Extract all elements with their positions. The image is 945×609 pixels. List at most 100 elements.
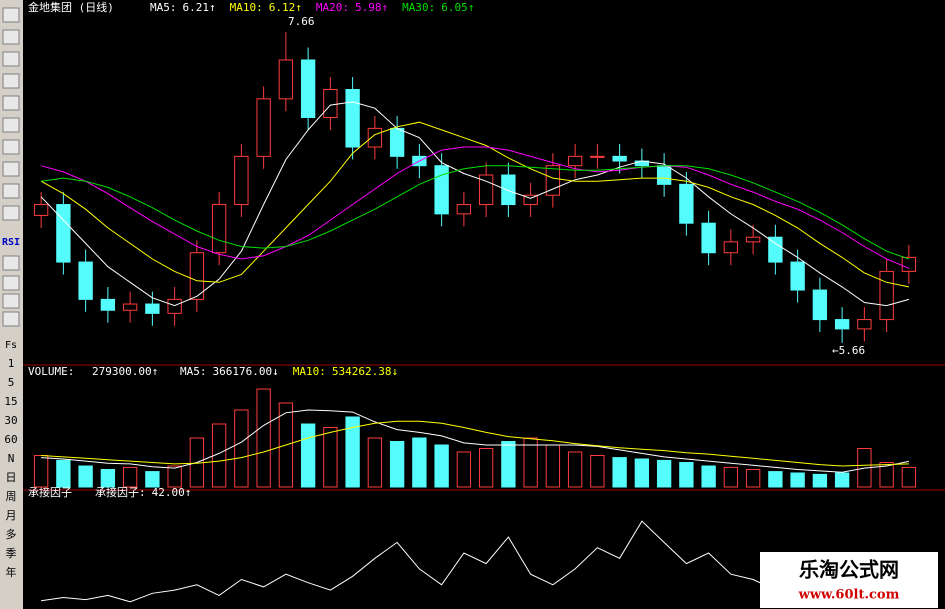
high-annotation: 7.66 [288,15,315,28]
volume-bar [478,448,494,488]
period-button[interactable]: N [8,452,15,465]
watermark: 乐淘公式网 www.60lt.com [760,552,938,608]
candle-body [456,204,472,215]
candle-body [278,59,294,100]
period-button[interactable]: 日 [6,471,17,484]
period-button[interactable]: 60 [4,433,17,446]
toolbar-icons [2,7,20,327]
volume-bar [612,457,627,488]
tool-icon[interactable] [2,311,20,327]
tool-icon[interactable] [2,161,20,177]
indicator-line [41,409,910,473]
candle-body [723,241,739,254]
volume-bar [790,472,805,488]
period-button[interactable]: 5 [8,376,15,389]
candle-body [612,155,627,162]
tool-icon[interactable] [2,255,20,271]
legend-value: 5.98↑ [355,1,388,14]
legend-value: 534262.38↓ [332,365,398,378]
tool-icon[interactable] [2,205,20,221]
candle-body [879,270,894,321]
tool-icon[interactable] [2,73,20,89]
period-button[interactable]: 1 [8,357,15,370]
indicator-line [40,101,910,307]
volume-bar [167,465,182,488]
tool-icon[interactable] [2,95,20,111]
candle-body [857,319,872,330]
tool-icon[interactable] [2,293,20,309]
legend-name: MA5: [150,1,177,14]
period-button[interactable]: 季 [6,547,17,560]
period-button[interactable]: 30 [4,414,17,427]
factor-title: 承接因子 [28,486,72,499]
candle-body [701,222,716,254]
period-button[interactable]: 周 [6,490,17,503]
candle-body [523,194,538,206]
candle-body [300,59,316,118]
candle-body [145,303,160,314]
candle-body [234,155,249,206]
volume-bar [389,441,405,488]
tool-icon[interactable] [2,51,20,67]
period-button[interactable]: 月 [6,509,17,522]
candle-body [367,127,383,148]
candle-body [211,204,227,254]
candle-body [167,298,182,314]
candle-body [189,252,205,300]
period-button[interactable]: 15 [4,395,17,408]
volume-bar [234,409,249,488]
candle-body [256,98,271,157]
legend-name: MA30: [402,1,435,14]
tool-icon[interactable] [2,117,20,133]
volume-bar [434,444,449,488]
indicator-line [41,165,910,260]
candle-body [345,89,360,148]
volume-bar [901,466,917,488]
legend-name: MA20: [316,1,349,14]
volume-title: VOLUME: [28,365,74,378]
candle-body [834,319,850,330]
candle-body [33,204,49,216]
volume-bar [545,444,561,488]
legend-name: 承接因子: [95,486,146,499]
candle-body [656,165,672,185]
tool-fs[interactable]: Fs [5,340,17,351]
volume-bar [723,466,739,488]
volume-bar [412,437,427,488]
watermark-url: www.60lt.com [798,588,900,603]
watermark-box [760,552,938,608]
volume-bar [812,473,828,488]
tool-icon[interactable] [2,29,20,45]
volume-bar [456,451,472,488]
candle-body [122,303,138,311]
volume-bar [634,458,650,488]
volume-bar [768,471,783,488]
candle-body [389,127,405,157]
tool-icon[interactable] [2,7,20,23]
legend-name: MA5: [180,365,207,378]
period-button[interactable]: 年 [6,565,17,579]
volume-bar [33,455,49,488]
volume-bar [523,437,538,488]
period-button[interactable]: 多 [6,527,17,541]
volume-bar [590,455,605,488]
candle-body [590,155,605,158]
volume-bar [745,469,761,488]
volume-bar [323,427,338,488]
volume-bar [345,416,360,488]
legend-value: 42.00↑ [152,486,192,499]
tool-icon[interactable] [2,275,20,291]
volume-bar [211,423,227,488]
legend-value: 6.21↑ [183,1,216,14]
tool-icon[interactable] [2,139,20,155]
volume-bar [300,423,316,488]
candle-body [745,236,761,243]
tool-rsi[interactable]: RSI [2,237,20,248]
indicator-line [40,146,910,269]
tool-icon[interactable] [2,183,20,199]
low-annotation: ←5.66 [832,344,865,357]
candle-body [501,174,516,206]
indicator-line [41,420,909,467]
